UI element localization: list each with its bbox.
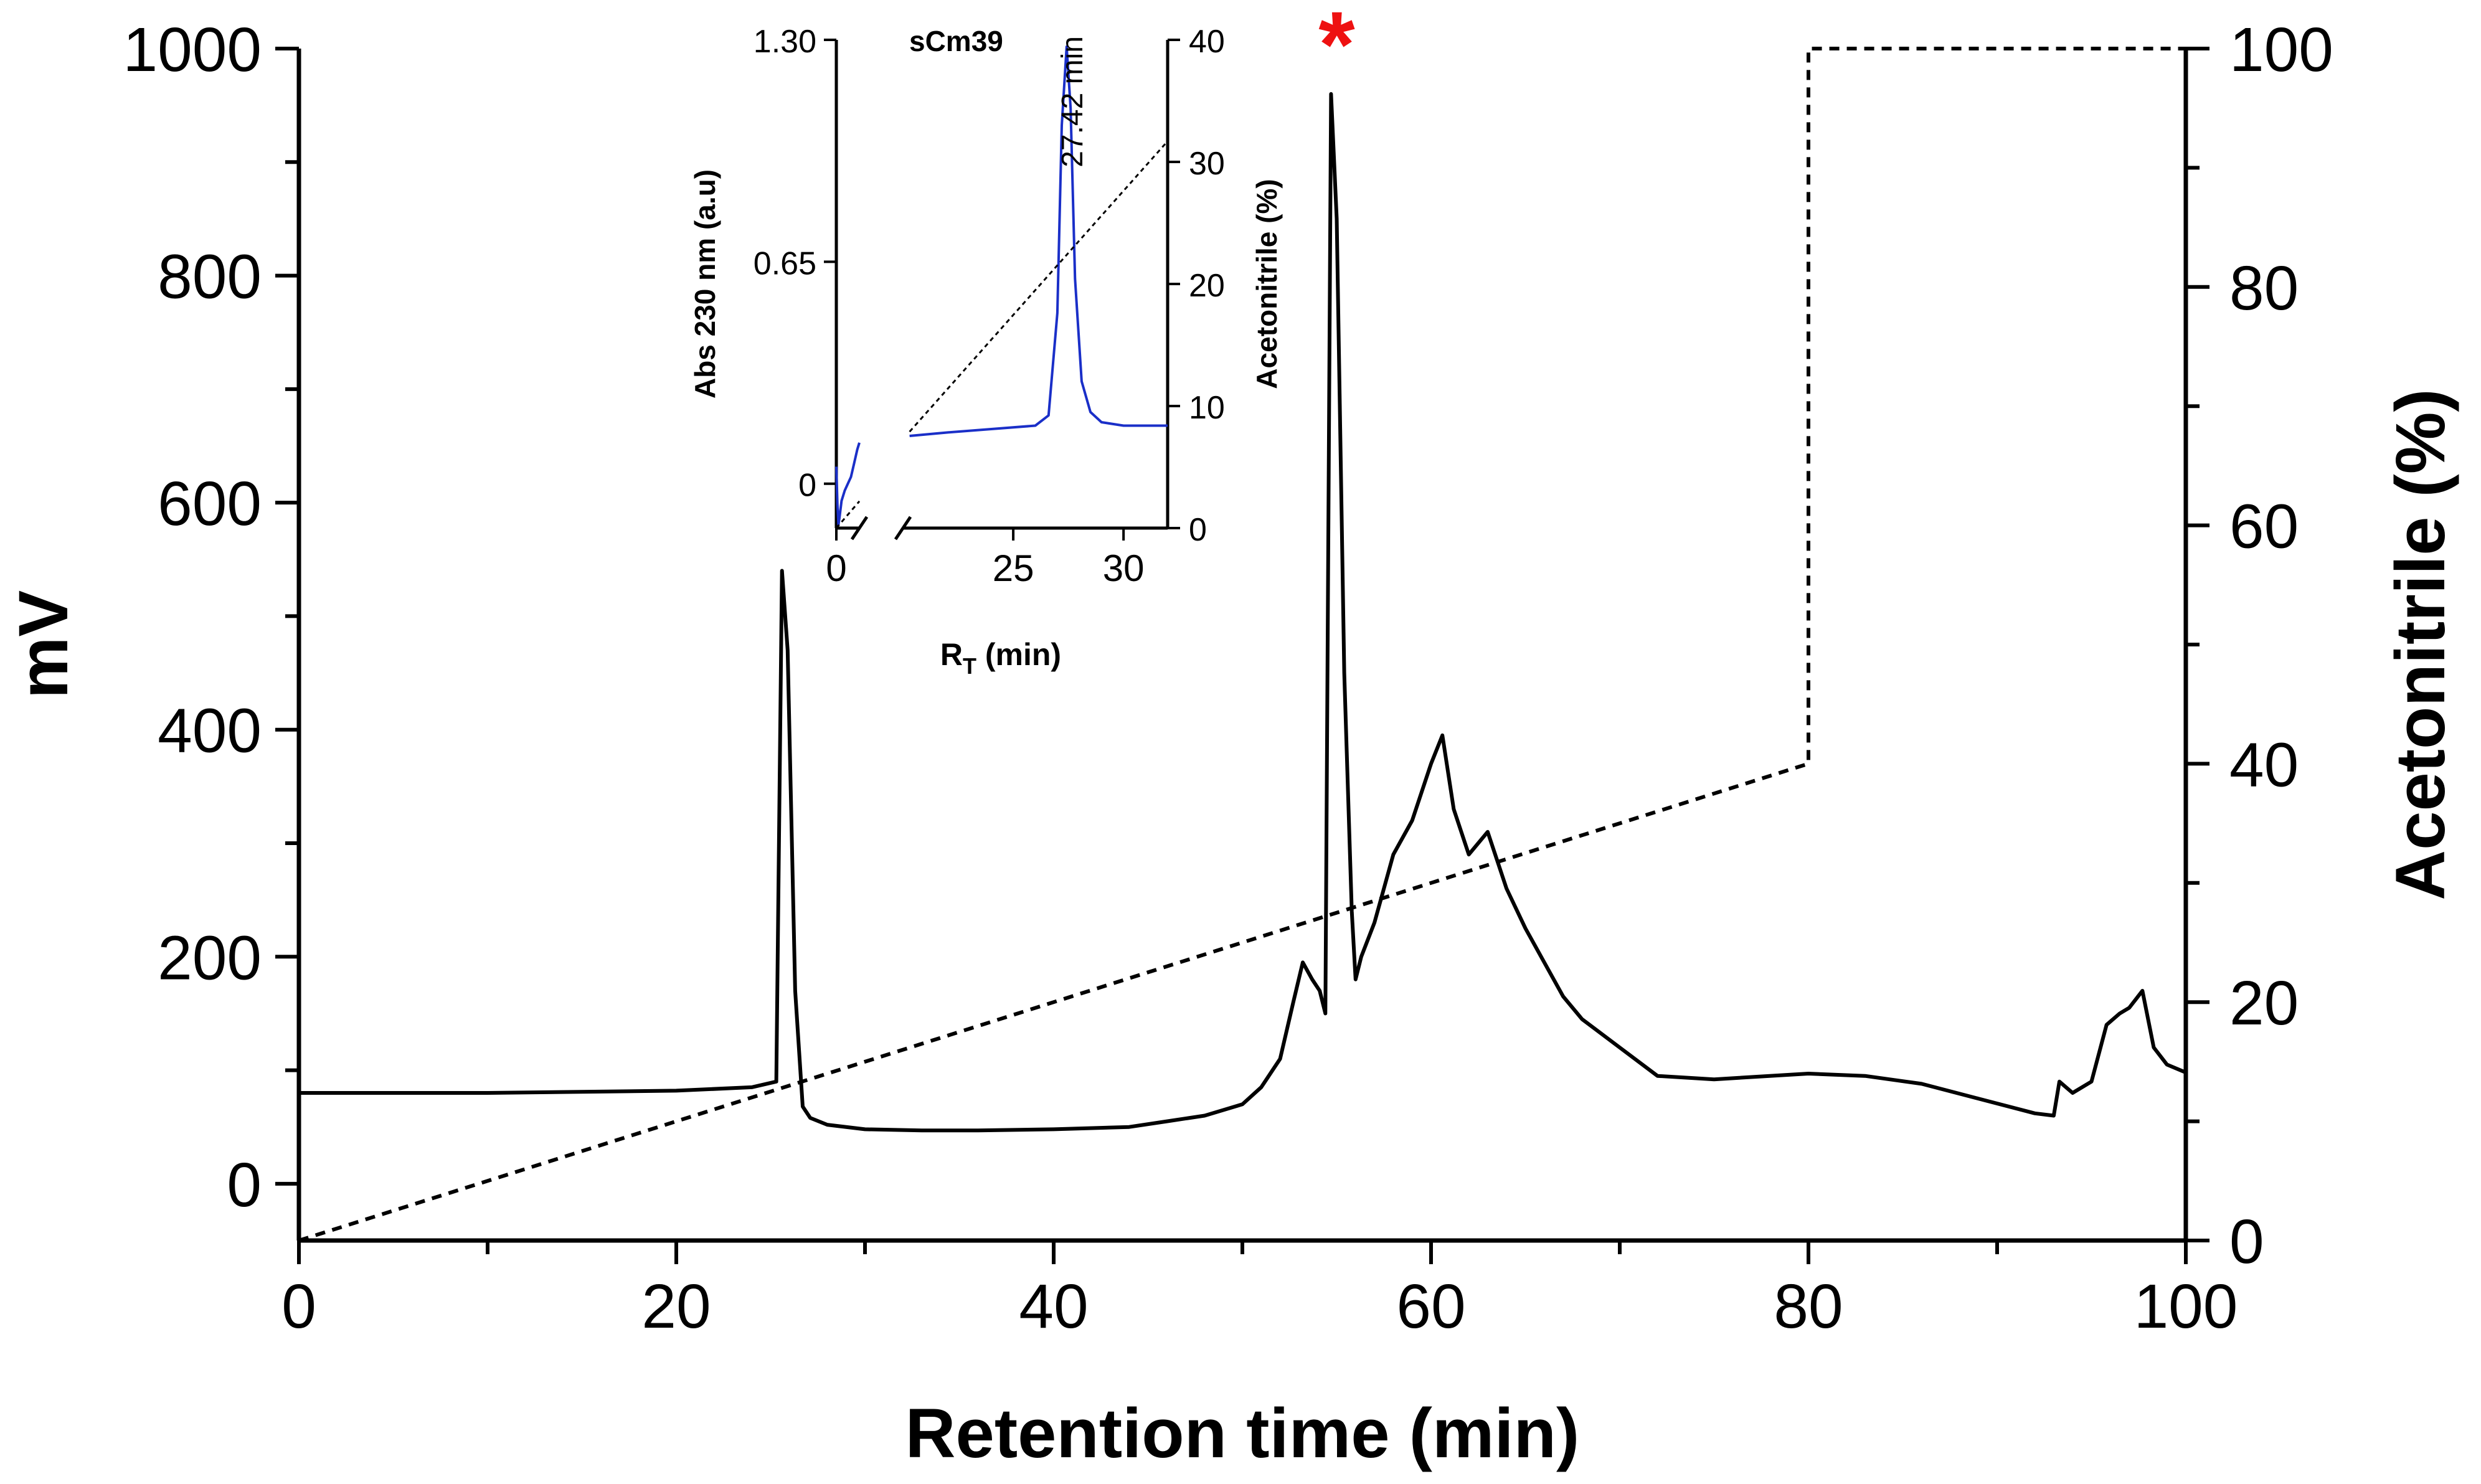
y2-tick-label: 0 xyxy=(2229,1207,2264,1277)
inset-y2-tick-label: 40 xyxy=(1189,24,1225,60)
inset-axis-break-mark-right xyxy=(894,516,912,541)
inset-x-title-subscript: T xyxy=(963,653,976,679)
x-tick-label: 100 xyxy=(2134,1272,2238,1341)
y-axis-title: mV xyxy=(4,590,82,699)
inset-x-tick-label: 25 xyxy=(993,547,1034,589)
y-tick-label: 200 xyxy=(158,923,262,993)
x-tick-label: 60 xyxy=(1396,1272,1465,1341)
acetonitrile-gradient-line xyxy=(298,47,2186,1242)
y2-tick-label: 100 xyxy=(2229,15,2333,85)
x-tick-label: 40 xyxy=(1019,1272,1088,1341)
y2-tick-label: 80 xyxy=(2229,253,2299,323)
inset-y2-tick-label: 20 xyxy=(1189,268,1225,304)
x-tick-label: 80 xyxy=(1774,1272,1843,1341)
inset-y-tick-label: 0 xyxy=(798,468,816,504)
main-plot: 0 20 40 60 80 1000200400600800100002040608010… xyxy=(4,0,2459,1472)
x-axis-title: Retention time (min) xyxy=(905,1394,1580,1472)
mv-trace-line xyxy=(299,92,2187,1133)
inset-y-axis-title: Abs 230 nm (a.u) xyxy=(689,169,721,399)
inset-y2-axis-title: Acetonitrile (%) xyxy=(1250,179,1283,389)
inset-acetonitrile-gradient-segment-0 xyxy=(835,500,861,529)
y-tick-label: 1000 xyxy=(123,15,262,85)
inset-y-tick-label: 0.65 xyxy=(754,245,816,281)
inset-peak-label: 27.42 min xyxy=(1056,36,1089,168)
inset-x-title-main: R xyxy=(940,637,963,672)
inset-x-title-suffix: (min) xyxy=(976,637,1061,672)
y-tick-label: 0 xyxy=(227,1150,262,1220)
inset-x-tick-label: 0 xyxy=(826,547,846,589)
y-tick-label: 400 xyxy=(158,696,262,766)
x-tick-label: 0 xyxy=(281,1272,316,1341)
inset-y-tick-label: 1.30 xyxy=(754,24,816,60)
y2-tick-label: 60 xyxy=(2229,492,2299,562)
inset-absorbance-trace-segment-0 xyxy=(835,442,861,526)
inset-absorbance-trace-segment-1 xyxy=(909,45,1168,437)
inset-y2-tick-label: 30 xyxy=(1189,146,1225,182)
y2-tick-label: 20 xyxy=(2229,968,2299,1038)
inset-y2-tick-label: 10 xyxy=(1189,390,1225,426)
inset-axis-break-mark-left xyxy=(850,516,869,541)
y2-axis-title: Acetonitrile (%) xyxy=(2381,389,2459,900)
inset-x-axis-title: RT (min) xyxy=(940,637,1061,679)
y-tick-label: 800 xyxy=(158,242,262,312)
y2-tick-label: 40 xyxy=(2229,730,2299,800)
inset-x-tick-label: 30 xyxy=(1103,547,1145,589)
peak-asterisk-marker: * xyxy=(1318,0,1355,97)
inset-plot: 0 25 30 0 0.65 1.30 0 10 20 30 40 Abs 230 nm (a.u) A… xyxy=(689,24,1283,679)
x-tick-label: 20 xyxy=(641,1272,711,1341)
inset-y2-tick-label: 0 xyxy=(1189,512,1207,548)
y-tick-label: 600 xyxy=(158,469,262,539)
inset-title: sCm39 xyxy=(909,25,1003,57)
